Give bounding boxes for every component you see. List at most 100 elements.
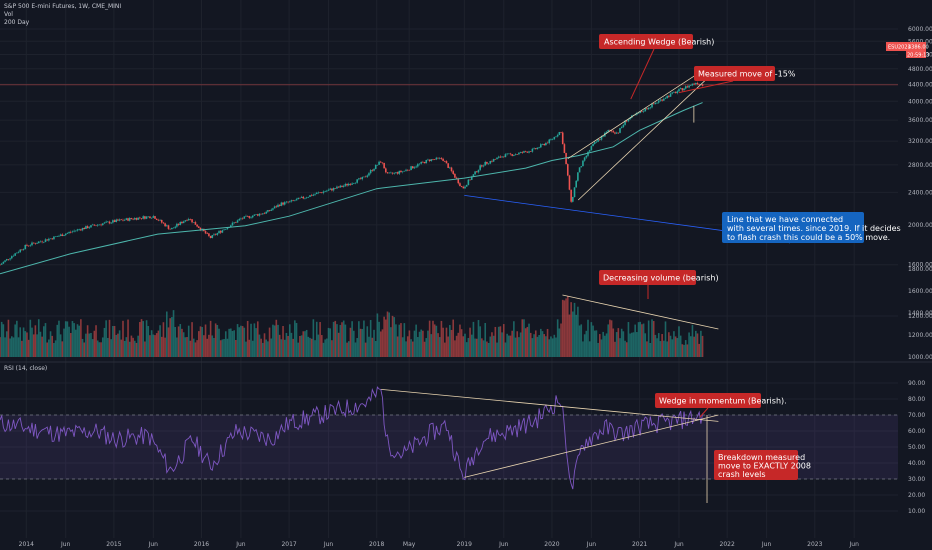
volume-bar: [267, 341, 269, 357]
annotation-breakdown[interactable]: Breakdown measured move to EXACTLY 2008 …: [714, 450, 811, 480]
x-tick-label: 2019: [457, 541, 472, 548]
candle-body: [609, 129, 611, 131]
countdown-text: 20:59:13: [907, 53, 929, 59]
candle-body: [346, 183, 348, 186]
x-tick-label: 2018: [369, 541, 384, 548]
candle-body: [110, 222, 112, 224]
annotation-breakdown-text-2: move to EXACTLY 2008: [718, 462, 811, 471]
volume-bar: [184, 337, 187, 357]
volume-bar: [435, 325, 438, 357]
volume-bar: [260, 338, 262, 357]
candle-body: [0, 264, 1, 266]
volume-bar: [361, 329, 364, 357]
candle-body: [61, 234, 64, 237]
candle-body: [34, 243, 37, 244]
candle-body: [4, 260, 6, 262]
candle-body: [69, 231, 72, 233]
volume-bar: [19, 327, 22, 357]
volume-bar: [139, 322, 141, 357]
candle-body: [528, 151, 530, 153]
volume-bar: [696, 333, 699, 357]
annotation-measured-move[interactable]: Measured move of -15%: [694, 66, 796, 81]
volume-bar: [533, 334, 535, 357]
volume-bar: [514, 337, 517, 357]
volume-bar: [452, 319, 455, 357]
candle-body: [614, 132, 616, 134]
volume-bar: [24, 331, 27, 357]
candle-body: [145, 216, 148, 219]
annotation-ascending-wedge[interactable]: Ascending Wedge (Bearish): [599, 34, 714, 49]
annotation-wedge-momentum[interactable]: Wedge in momentum (Bearish).: [655, 393, 787, 408]
price-tick-label: 4400.00: [908, 81, 932, 88]
volume-bar: [177, 326, 180, 357]
volume-bar: [164, 337, 166, 357]
candle-body: [506, 153, 508, 155]
volume-bar: [2, 324, 5, 357]
volume-bar: [115, 334, 118, 357]
volume-bar: [95, 325, 97, 357]
candle-body: [553, 136, 556, 140]
candle-body: [93, 224, 96, 226]
candle-body: [80, 229, 82, 231]
volume-bar: [511, 330, 513, 357]
volume-bar: [470, 334, 473, 357]
candle-body: [688, 85, 690, 88]
candle-body: [536, 147, 539, 150]
annotation-support-line[interactable]: Line that we have connected with several…: [722, 212, 901, 243]
candle-body: [543, 143, 545, 146]
candle-body: [339, 185, 342, 188]
volume-bar: [681, 344, 684, 357]
x-tick-label: Jun: [235, 541, 246, 548]
volume-bar: [278, 334, 281, 357]
volume-bar: [110, 339, 112, 357]
annotation-decreasing-volume[interactable]: Decreasing volume (bearish): [599, 270, 719, 285]
volume-bar: [482, 340, 485, 357]
volume-bar: [309, 337, 311, 357]
volume-bar: [528, 323, 530, 357]
candle-body: [395, 172, 397, 173]
volume-bar: [93, 330, 96, 357]
candle-body: [263, 213, 266, 215]
candle-body: [211, 235, 214, 238]
candle-body: [213, 234, 215, 236]
candle-body: [696, 82, 699, 84]
volume-bar: [68, 326, 70, 357]
volume-bar: [226, 338, 229, 357]
volume-bar: [356, 338, 358, 357]
candle-body: [176, 223, 178, 227]
candle-body: [646, 108, 648, 110]
volume-bar: [187, 325, 190, 357]
candle-body: [354, 182, 357, 184]
candle-body: [85, 226, 87, 229]
vol-label: Vol: [4, 11, 13, 18]
candle-body: [657, 100, 660, 103]
candle-body: [287, 201, 289, 203]
candle-body: [470, 176, 473, 180]
candle-body: [437, 157, 439, 159]
volume-bar: [80, 319, 82, 357]
candle-body: [629, 117, 631, 120]
x-tick-label: May: [403, 541, 416, 548]
volume-bar: [381, 329, 384, 357]
candle-body: [469, 179, 471, 181]
volume-bar: [422, 330, 424, 357]
volume-bar: [652, 321, 655, 357]
volume-bar: [135, 342, 138, 357]
candle-body: [501, 156, 503, 158]
volume-bar: [472, 321, 475, 357]
candle-body: [671, 92, 674, 94]
candle-body: [336, 186, 338, 189]
candle-body: [174, 226, 177, 228]
x-tick-label: 2021: [632, 541, 647, 548]
candle-body: [54, 236, 57, 238]
candle-body: [277, 204, 279, 208]
axes: 6000.005600.005200.004800.004400.004000.…: [19, 26, 932, 548]
volume-bar: [430, 334, 433, 357]
candle-body: [128, 218, 131, 221]
volume-bar: [255, 328, 257, 357]
candle-body: [81, 227, 84, 231]
volume-bar: [464, 333, 466, 357]
candle-body: [154, 216, 156, 219]
volume-bar: [353, 330, 355, 357]
